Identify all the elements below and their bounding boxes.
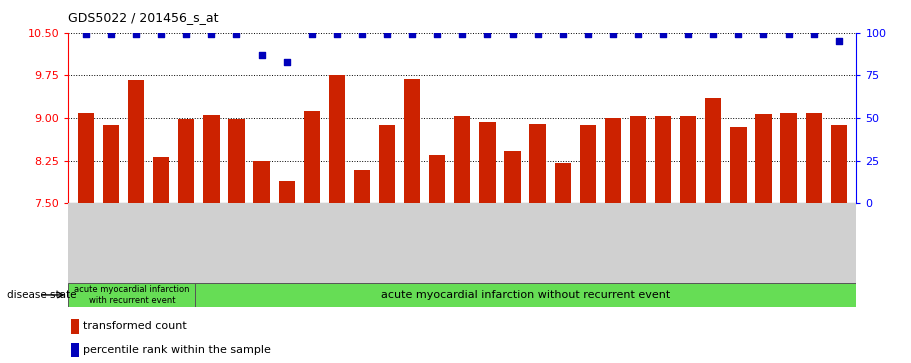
Point (832, 38, 846, 44)
Point (806, 32, 821, 37)
Point (254, 52, 269, 58)
Bar (379, 125, 395, 203)
Bar (479, 122, 496, 203)
Bar (279, 180, 295, 203)
Point (354, 32, 369, 37)
Text: acute myocardial infarction without recurrent event: acute myocardial infarction without recu… (382, 290, 670, 300)
Point (230, 32, 244, 37)
Point (580, 32, 595, 37)
Bar (781, 113, 797, 203)
Bar (179, 119, 194, 203)
Bar (303, 111, 320, 203)
Text: acute myocardial infarction
with recurrent event: acute myocardial infarction with recurre… (74, 285, 189, 305)
Point (630, 32, 645, 37)
Bar (705, 98, 722, 203)
Point (430, 32, 445, 37)
Bar (353, 170, 370, 203)
Bar (630, 116, 646, 203)
Point (304, 32, 319, 37)
Point (681, 32, 695, 37)
Bar (229, 119, 245, 203)
Bar (655, 116, 671, 203)
Bar (831, 125, 847, 203)
Bar (579, 125, 596, 203)
Point (480, 32, 495, 37)
Bar (505, 151, 521, 203)
Text: transformed count: transformed count (83, 321, 187, 331)
Point (732, 32, 746, 37)
Bar (429, 155, 445, 203)
Point (506, 32, 520, 37)
Bar (605, 118, 621, 203)
Point (706, 32, 721, 37)
Bar (203, 115, 220, 203)
Point (128, 32, 143, 37)
Bar (680, 116, 696, 203)
Point (756, 32, 771, 37)
Point (455, 32, 470, 37)
Point (556, 32, 570, 37)
Bar (555, 163, 571, 203)
Bar (77, 113, 94, 203)
Bar (404, 79, 420, 203)
Bar (329, 75, 345, 203)
Point (404, 32, 419, 37)
Point (530, 32, 545, 37)
Point (179, 32, 193, 37)
Bar (103, 125, 119, 203)
Point (154, 32, 169, 37)
Text: percentile rank within the sample: percentile rank within the sample (83, 345, 271, 355)
Point (280, 59, 294, 65)
Bar (731, 127, 746, 203)
Bar (529, 124, 546, 203)
Bar (71, 343, 79, 357)
Text: GDS5022 / 201456_s_at: GDS5022 / 201456_s_at (68, 11, 219, 24)
Point (782, 32, 796, 37)
Text: disease state: disease state (7, 290, 77, 300)
Bar (755, 114, 772, 203)
Point (104, 32, 118, 37)
Point (78, 32, 93, 37)
FancyBboxPatch shape (196, 283, 856, 307)
Bar (455, 116, 470, 203)
Bar (805, 113, 822, 203)
Point (330, 32, 344, 37)
Bar (71, 319, 79, 334)
Bar (153, 157, 169, 203)
FancyBboxPatch shape (68, 283, 196, 307)
Bar (128, 80, 144, 203)
Bar (253, 161, 270, 203)
Point (656, 32, 670, 37)
Point (606, 32, 620, 37)
Point (204, 32, 219, 37)
Point (380, 32, 394, 37)
